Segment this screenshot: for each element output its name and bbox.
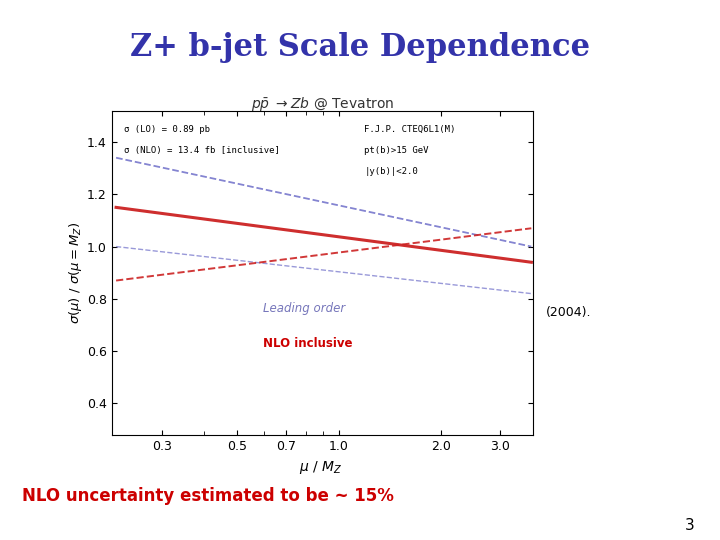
Text: (2004).: (2004). xyxy=(546,306,591,319)
Text: NLO uncertainty estimated to be ~ 15%: NLO uncertainty estimated to be ~ 15% xyxy=(22,487,393,505)
Text: 3: 3 xyxy=(685,518,695,534)
Text: F.J.P. CTEQ6L1(M): F.J.P. CTEQ6L1(M) xyxy=(364,125,456,134)
Text: σ (NLO) = 13.4 fb [inclusive]: σ (NLO) = 13.4 fb [inclusive] xyxy=(125,146,280,155)
Text: |y(b)|<2.0: |y(b)|<2.0 xyxy=(364,167,418,176)
Text: Leading order: Leading order xyxy=(264,301,346,315)
Text: $p\bar{p}\ \rightarrow Zb\ @\ \mathrm{Tevatron}$: $p\bar{p}\ \rightarrow Zb\ @\ \mathrm{Te… xyxy=(251,94,395,113)
Y-axis label: $\sigma(\mu)\ /\ \sigma(\mu{=}M_Z)$: $\sigma(\mu)\ /\ \sigma(\mu{=}M_Z)$ xyxy=(67,221,84,324)
Text: Z+ b-jet Scale Dependence: Z+ b-jet Scale Dependence xyxy=(130,32,590,63)
Text: NLO inclusive: NLO inclusive xyxy=(264,337,353,350)
Text: $\mu\ /\ M_Z$: $\mu\ /\ M_Z$ xyxy=(300,458,343,476)
Text: pt(b)>15 GeV: pt(b)>15 GeV xyxy=(364,146,429,155)
Text: σ (LO) = 0.89 pb: σ (LO) = 0.89 pb xyxy=(125,125,210,134)
